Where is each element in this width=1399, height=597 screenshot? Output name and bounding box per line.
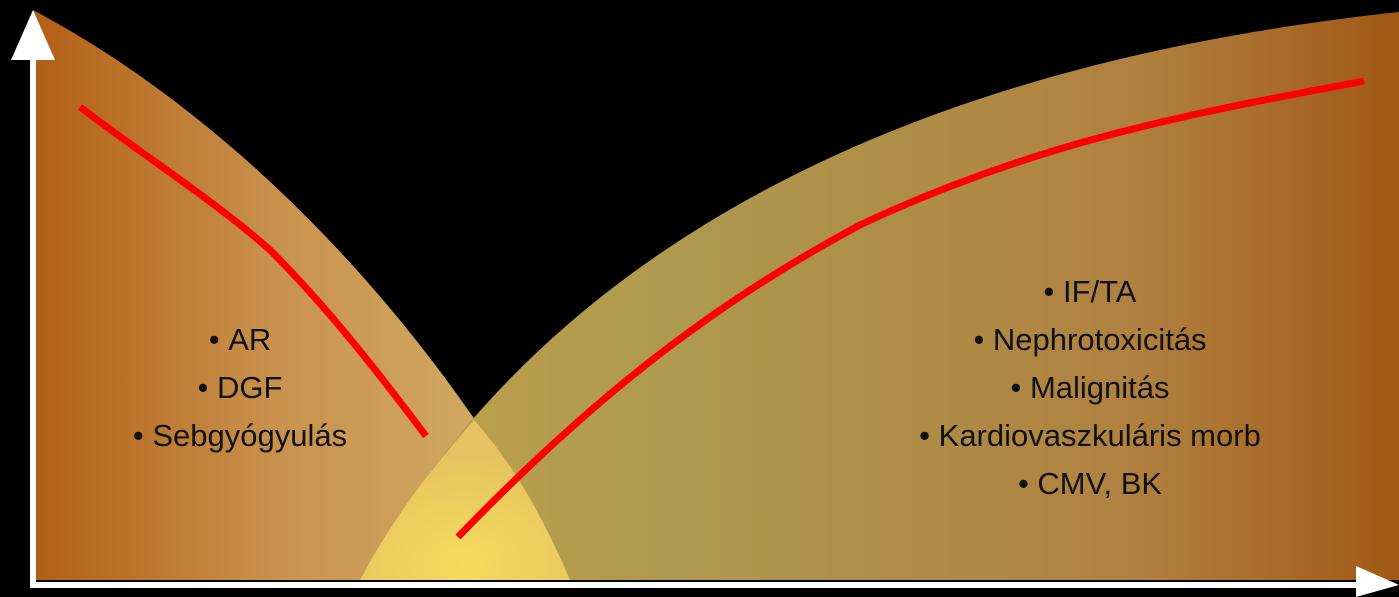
list-item-sebgyogyulas: Sebgyógyulás [60, 412, 420, 460]
list-item-ar: AR [60, 316, 420, 364]
late-risk-curve [455, 77, 1365, 540]
list-item-kardiovaszkularis: Kardiovaszkuláris morb [810, 412, 1370, 460]
list-item-dgf: DGF [60, 364, 420, 412]
list-item-ifta: IF/TA [810, 268, 1370, 316]
list-item-malignitas: Malignitás [810, 364, 1370, 412]
late-complications-list: IF/TA Nephrotoxicitás Malignitás Kardiov… [810, 268, 1370, 508]
list-item-cmv-bk: CMV, BK [810, 460, 1370, 508]
list-item-nephrotoxicitas: Nephrotoxicitás [810, 316, 1370, 364]
x-axis-arrowhead [1356, 566, 1399, 597]
y-axis-arrowhead [11, 10, 55, 60]
overlap-zone [360, 420, 570, 580]
early-complications-list: AR DGF Sebgyógyulás [60, 316, 420, 460]
